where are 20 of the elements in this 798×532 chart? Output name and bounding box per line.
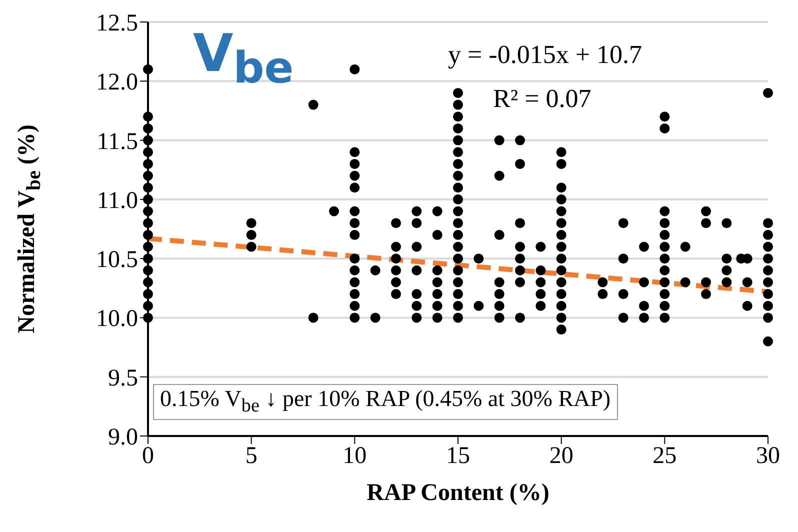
y-tick-label: 11.5 xyxy=(96,128,138,155)
annotation: V$_{be}$ xyxy=(193,24,294,94)
y-tick-label: 9.0 xyxy=(108,424,138,451)
x-tick-label: 10 xyxy=(342,443,367,470)
y-tick-label: 10.5 xyxy=(96,247,138,274)
x-tick-label: 15 xyxy=(446,443,470,470)
y-tick-label: 10.0 xyxy=(96,306,138,332)
x-tick-label: 0 xyxy=(142,443,154,470)
annotation: R² = 0.07 xyxy=(493,84,592,114)
y-tick-label: 12.5 xyxy=(96,10,138,37)
y-tick-label: 11.0 xyxy=(96,188,138,214)
y-tick-label: 9.5 xyxy=(108,365,138,392)
x-tick-label: 30 xyxy=(756,443,780,470)
x-tick-label: 25 xyxy=(652,443,677,470)
x-tick-label: 5 xyxy=(245,443,258,470)
x-axis-title: RAP Content (%) xyxy=(366,480,550,507)
annotation: y = -0.015x + 10.7 xyxy=(448,40,642,70)
y-tick-label: 12.0 xyxy=(96,70,138,96)
annotation: 0.15% V$_{be}$ ↓ per 10% RAP (0.45% at 30% RAP) xyxy=(153,384,618,420)
x-tick-label: 20 xyxy=(549,443,574,470)
